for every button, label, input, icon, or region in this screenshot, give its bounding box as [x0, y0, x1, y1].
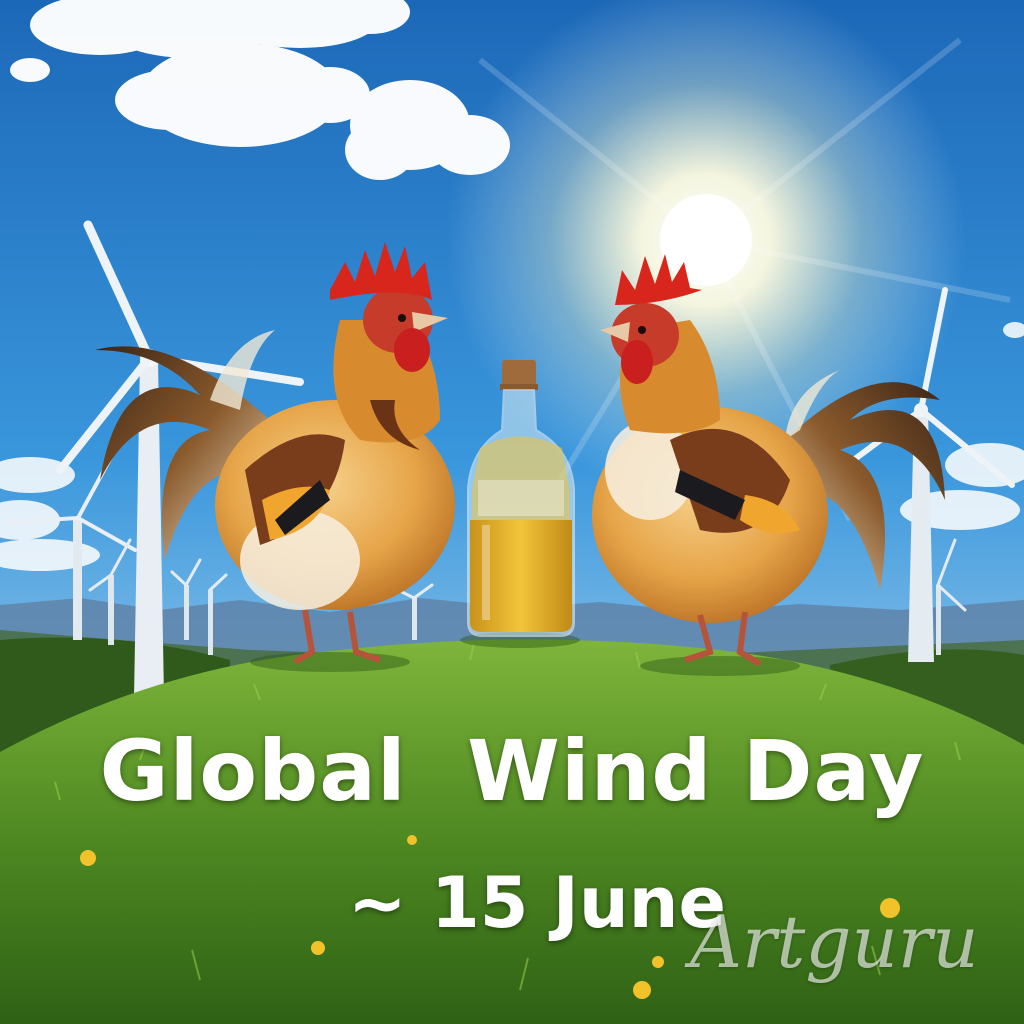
grassy-hill: [0, 639, 1024, 1024]
rooster-right: [592, 254, 945, 667]
yellow-flowers: [80, 835, 900, 999]
poster-date: ~ 15 June: [348, 862, 726, 944]
poster-title: Global Wind Day: [99, 722, 925, 820]
sun: [446, 0, 1011, 522]
watermark-logo: Artguru: [690, 900, 979, 984]
oil-bottle: [467, 360, 575, 637]
grass-blades: [54, 643, 961, 991]
rooster-left: [95, 242, 455, 665]
clouds: [0, 0, 1024, 571]
